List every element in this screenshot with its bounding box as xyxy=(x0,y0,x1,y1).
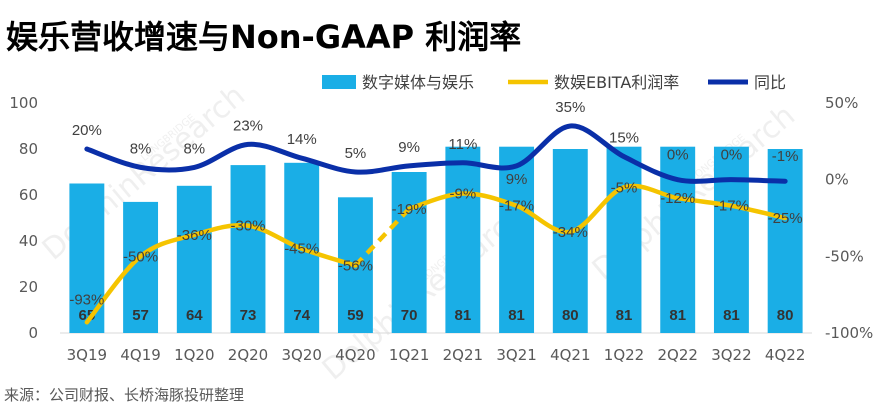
legend-swatch-bars xyxy=(322,75,356,89)
margin-value-label: -9% xyxy=(450,185,477,202)
x-tick-label: 2Q21 xyxy=(443,346,483,364)
x-tick-labels: 3Q19 4Q19 1Q20 2Q20 3Q20 4Q20 1Q21 2Q21 3Q21 4Q21… xyxy=(67,346,806,364)
bar-value-label: 59 xyxy=(347,307,364,324)
x-tick-label: 1Q20 xyxy=(174,346,214,364)
y-left-tick-label: 20 xyxy=(19,278,38,296)
legend: 数字媒体与娱乐 数娱EBITA利润率 同比 xyxy=(322,73,786,92)
margin-line-series xyxy=(84,222,358,325)
lines xyxy=(84,123,788,325)
y-right-tick-label: -100% xyxy=(825,324,873,342)
bar xyxy=(445,146,481,333)
x-tick-label: 1Q21 xyxy=(389,346,429,364)
chart-title: 娱乐营收增速与Non-GAAP 利润率 xyxy=(6,18,521,56)
bar-value-label: 81 xyxy=(616,307,633,324)
x-tick-label: 3Q21 xyxy=(496,346,536,364)
y-left-tick-label: 100 xyxy=(9,94,38,112)
margin-value-label: -30% xyxy=(230,218,265,235)
yoy-value-label: 9% xyxy=(506,171,528,188)
margin-value-label: -5% xyxy=(611,179,638,196)
x-tick-label: 4Q19 xyxy=(120,346,160,364)
yoy-value-label: 8% xyxy=(183,140,205,157)
margin-value-label: -36% xyxy=(177,227,212,244)
y-left-tick-label: 40 xyxy=(19,232,38,250)
yoy-value-label: 11% xyxy=(448,136,477,153)
x-tick-label: 3Q22 xyxy=(711,346,751,364)
y-right-tick-label: -50% xyxy=(825,247,864,265)
bar-value-label: 70 xyxy=(401,307,418,324)
margin-value-label: -45% xyxy=(284,241,319,258)
x-tick-label: 4Q20 xyxy=(335,346,375,364)
bar-value-label: 81 xyxy=(455,307,472,324)
bar-value-label: 81 xyxy=(508,307,525,324)
x-tick-label: 3Q19 xyxy=(67,346,107,364)
margin-value-label: -50% xyxy=(123,248,158,265)
bar-value-label: 57 xyxy=(132,307,149,324)
yoy-value-label: 0% xyxy=(667,147,689,164)
yoy-line-series xyxy=(84,123,788,184)
bar xyxy=(767,149,803,333)
y-right-tick-label: 0% xyxy=(825,171,849,189)
yoy-value-label: 35% xyxy=(555,99,585,116)
yoy-value-label: 15% xyxy=(609,130,639,147)
yoy-value-label: 0% xyxy=(721,147,743,164)
axes: 0 20 40 60 80 100 -100% -50% 0% 50% xyxy=(9,94,873,342)
margin-value-label: -93% xyxy=(69,291,104,308)
bar-value-label: 74 xyxy=(293,307,310,324)
x-tick-label: 4Q21 xyxy=(550,346,590,364)
legend-label-margin: 数娱EBITA利润率 xyxy=(554,73,679,92)
margin-line-series xyxy=(406,183,788,235)
bar xyxy=(713,146,749,333)
yoy-value-label: 9% xyxy=(398,139,420,156)
margin-line-gap-dashed xyxy=(353,207,411,268)
margin-value-label: -56% xyxy=(338,258,373,275)
bar-value-label: 80 xyxy=(777,307,794,324)
bar xyxy=(606,146,642,333)
margin-value-label: -19% xyxy=(392,201,427,218)
yoy-value-label: 14% xyxy=(287,131,317,148)
x-tick-label: 3Q20 xyxy=(281,346,321,364)
margin-value-label: -34% xyxy=(553,224,588,241)
bar xyxy=(391,172,427,333)
y-left-tick-label: 80 xyxy=(19,140,38,158)
margin-value-label: -12% xyxy=(660,190,695,207)
yoy-value-label: 8% xyxy=(130,140,152,157)
margin-value-label: -17% xyxy=(714,198,749,215)
bar-value-labels: 65 57 64 73 74 59 70 81 81 80 81 81 81 80 xyxy=(79,307,794,324)
margin-value-label: -25% xyxy=(768,210,803,227)
line-value-labels: 20% 8% 8% 23% 14% 5% 9% 11% 9% 35% 15% 0% 0% -1% -93% -… xyxy=(69,99,802,308)
x-tick-label: 4Q22 xyxy=(765,346,805,364)
bar xyxy=(230,165,266,333)
y-left-tick-label: 0 xyxy=(28,324,38,342)
source-note: 来源：公司财报、长桥海豚投研整理 xyxy=(4,386,244,404)
bar xyxy=(499,146,535,333)
bar-value-label: 81 xyxy=(723,307,740,324)
yoy-value-label: 5% xyxy=(345,145,367,162)
bar-value-label: 81 xyxy=(669,307,686,324)
margin-value-label: -17% xyxy=(499,198,534,215)
x-tick-label: 2Q22 xyxy=(657,346,697,364)
y-left-tick-label: 60 xyxy=(19,186,38,204)
bar-value-label: 73 xyxy=(240,307,257,324)
yoy-value-label: 23% xyxy=(233,117,263,134)
bar xyxy=(176,185,212,333)
x-tick-label: 1Q22 xyxy=(604,346,644,364)
bar-value-label: 80 xyxy=(562,307,579,324)
y-right-tick-label: 50% xyxy=(825,94,858,112)
bar-value-label: 64 xyxy=(186,307,203,324)
legend-label-yoy: 同比 xyxy=(754,73,786,92)
bar xyxy=(552,149,588,333)
yoy-value-label: 20% xyxy=(72,122,102,139)
legend-label-bars: 数字媒体与娱乐 xyxy=(362,73,474,92)
yoy-value-label: -1% xyxy=(772,148,799,165)
x-tick-label: 2Q20 xyxy=(228,346,268,364)
